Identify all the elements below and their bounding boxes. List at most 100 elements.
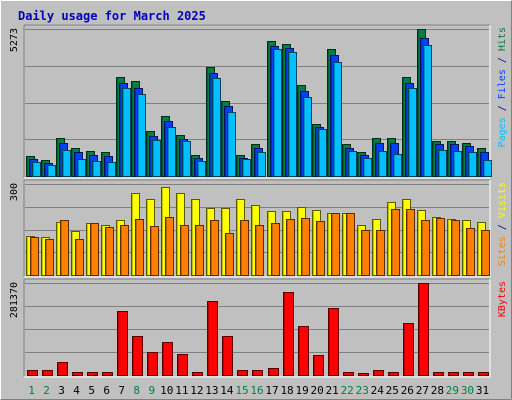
panel-visits-series-label-part-1: / xyxy=(497,218,508,236)
day-label-8: 8 xyxy=(133,384,140,397)
bar-visits-sites-day-4 xyxy=(75,239,84,276)
panel-hits-series-label-part-1: / xyxy=(497,99,508,117)
day-label-9: 9 xyxy=(148,384,155,397)
bar-kbytes-kbytes-day-4 xyxy=(72,372,83,376)
bar-visits-sites-day-20 xyxy=(316,221,325,276)
bar-visits-sites-day-28 xyxy=(436,218,445,276)
bar-kbytes-kbytes-day-11 xyxy=(177,354,188,376)
panel-hits-series-label-part-0: Pages xyxy=(497,117,508,147)
bar-kbytes-kbytes-day-24 xyxy=(373,370,384,376)
bar-visits-sites-day-27 xyxy=(421,220,430,276)
bar-kbytes-kbytes-day-13 xyxy=(207,301,218,376)
day-label-14: 14 xyxy=(220,384,234,397)
bar-visits-sites-day-5 xyxy=(90,223,99,276)
bar-kbytes-kbytes-day-10 xyxy=(162,342,173,376)
panel-kbytes-max-label: 281370 xyxy=(9,282,20,318)
panel-visits-series-sites xyxy=(30,209,490,276)
bar-visits-sites-day-24 xyxy=(376,230,385,276)
bar-hits-pages-day-9 xyxy=(152,140,161,177)
panel-visits-series-label-part-2: Visits xyxy=(497,182,508,218)
bar-hits-pages-day-4 xyxy=(77,159,86,177)
bar-hits-pages-day-27 xyxy=(423,45,432,177)
bar-visits-sites-day-19 xyxy=(301,218,310,276)
panel-hits-series-pages xyxy=(32,45,492,177)
day-label-31: 31 xyxy=(476,384,489,397)
day-label-20: 20 xyxy=(311,384,324,397)
bar-hits-pages-day-5 xyxy=(92,161,101,177)
panel-kbytes: 281370 KBytes xyxy=(9,278,508,378)
bar-kbytes-kbytes-day-18 xyxy=(283,292,294,376)
bar-visits-sites-day-30 xyxy=(466,228,475,276)
bar-kbytes-kbytes-day-31 xyxy=(478,372,489,376)
bar-hits-pages-day-25 xyxy=(393,154,402,177)
bar-hits-pages-day-31 xyxy=(483,160,492,177)
bar-kbytes-kbytes-day-16 xyxy=(252,370,263,376)
day-label-3: 3 xyxy=(58,384,65,397)
bar-kbytes-kbytes-day-5 xyxy=(87,372,98,376)
day-label-10: 10 xyxy=(160,384,173,397)
bar-visits-sites-day-6 xyxy=(105,227,114,276)
bar-hits-pages-day-22 xyxy=(348,151,357,177)
bar-visits-sites-day-25 xyxy=(391,209,400,276)
bar-hits-pages-day-30 xyxy=(468,152,477,177)
panel-hits-series-label-part-3: / xyxy=(497,51,508,69)
panel-hits-series-label-part-2: Files xyxy=(497,69,508,99)
day-label-26: 26 xyxy=(401,384,414,397)
bar-visits-sites-day-22 xyxy=(346,213,355,276)
panel-kbytes-series-kbytes xyxy=(27,283,489,376)
bar-kbytes-kbytes-day-6 xyxy=(102,372,113,376)
bar-visits-sites-day-8 xyxy=(135,219,144,276)
day-label-21: 21 xyxy=(326,384,339,397)
bar-kbytes-kbytes-day-9 xyxy=(147,352,158,376)
bar-hits-pages-day-24 xyxy=(378,151,387,177)
bar-hits-pages-day-15 xyxy=(242,159,251,177)
panel-hits-series-label-part-4: Hits xyxy=(497,27,508,51)
bar-hits-pages-day-23 xyxy=(363,158,372,177)
bar-hits-pages-day-28 xyxy=(438,150,447,177)
bar-hits-pages-day-26 xyxy=(408,88,417,177)
bar-kbytes-kbytes-day-1 xyxy=(27,370,38,376)
bar-hits-pages-day-29 xyxy=(453,151,462,177)
bar-visits-sites-day-31 xyxy=(481,230,490,276)
bar-visits-sites-day-7 xyxy=(120,225,129,276)
bar-kbytes-kbytes-day-17 xyxy=(268,368,279,376)
bar-kbytes-kbytes-day-3 xyxy=(57,362,68,376)
bar-kbytes-kbytes-day-22 xyxy=(343,372,354,376)
panel-visits-series-label: Sites / Visits xyxy=(497,182,508,266)
bar-visits-sites-day-13 xyxy=(210,220,219,276)
bar-hits-pages-day-11 xyxy=(182,141,191,177)
bar-hits-pages-day-13 xyxy=(212,78,221,177)
panel-kbytes-series-label: KBytes xyxy=(497,281,508,317)
bar-hits-pages-day-14 xyxy=(227,112,236,177)
bar-kbytes-kbytes-day-19 xyxy=(298,326,309,376)
panel-visits-series-label-part-0: Sites xyxy=(497,236,508,266)
bar-visits-sites-day-12 xyxy=(195,225,204,276)
bar-kbytes-kbytes-day-15 xyxy=(237,370,248,376)
day-label-29: 29 xyxy=(446,384,459,397)
day-label-13: 13 xyxy=(205,384,218,397)
bar-hits-pages-day-3 xyxy=(62,150,71,177)
bar-kbytes-kbytes-day-7 xyxy=(117,311,128,376)
day-label-18: 18 xyxy=(280,384,293,397)
day-label-24: 24 xyxy=(371,384,385,397)
bar-hits-pages-day-7 xyxy=(122,88,131,177)
day-axis: 1 2 3 4 5 6 7 8 9 10 11 12 13 14 15 16 17 18 19 20 21 22 23 24 2… xyxy=(28,384,489,397)
bar-visits-sites-day-17 xyxy=(271,223,280,276)
bar-visits-sites-day-1 xyxy=(30,237,39,276)
bar-visits-sites-day-29 xyxy=(451,220,460,276)
bar-visits-sites-day-9 xyxy=(150,226,159,276)
day-label-30: 30 xyxy=(461,384,474,397)
bar-visits-sites-day-15 xyxy=(240,220,249,276)
bar-hits-pages-day-20 xyxy=(318,129,327,177)
bar-visits-sites-day-23 xyxy=(361,230,370,276)
bar-hits-pages-day-16 xyxy=(257,152,266,177)
bar-hits-pages-day-8 xyxy=(137,94,146,177)
bar-visits-sites-day-26 xyxy=(406,209,415,276)
panel-visits: 300 Sites / Visits xyxy=(9,179,508,278)
panel-hits-max-label: 5273 xyxy=(9,28,20,52)
bar-hits-pages-day-1 xyxy=(32,162,41,177)
bar-hits-pages-day-21 xyxy=(333,62,342,177)
bar-hits-pages-day-2 xyxy=(47,165,56,177)
day-label-25: 25 xyxy=(386,384,399,397)
